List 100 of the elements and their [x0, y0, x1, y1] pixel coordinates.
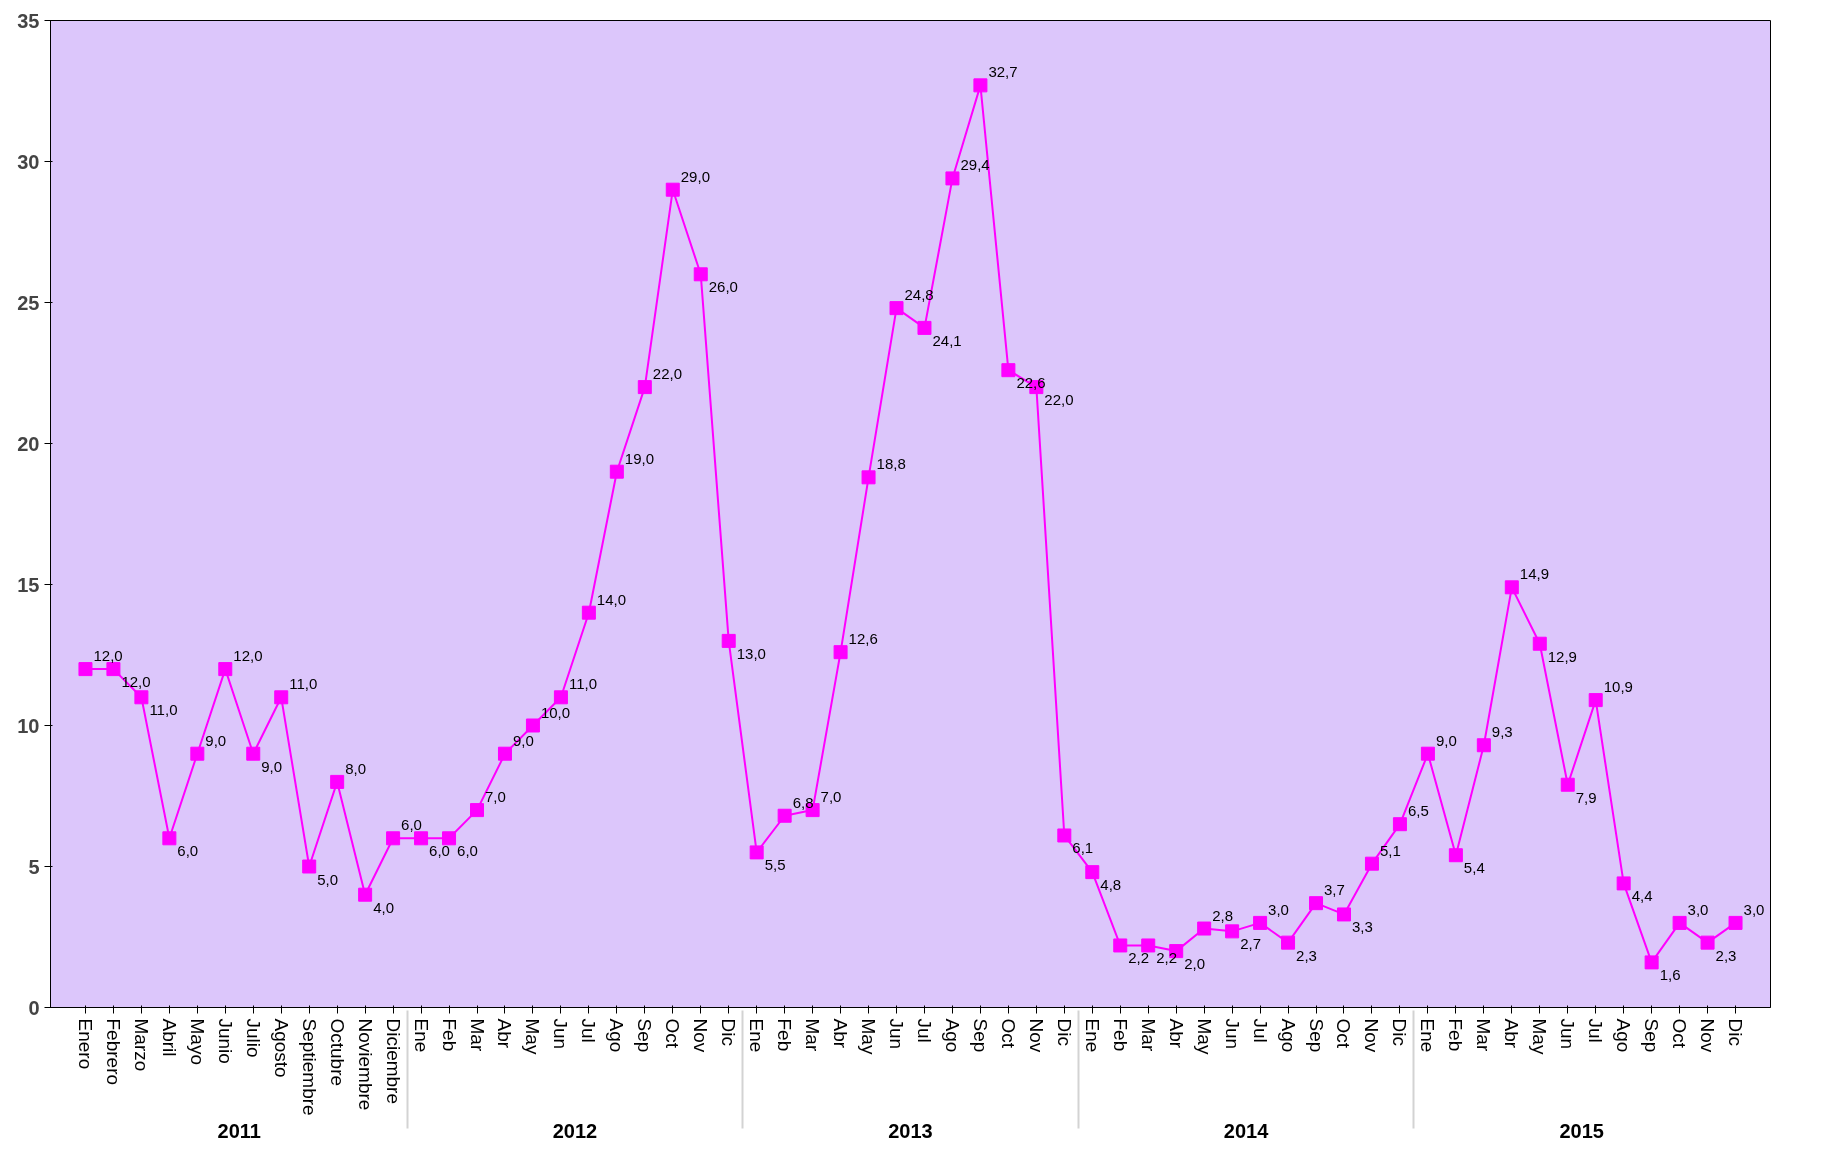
x-tick-label: Jul	[1249, 1018, 1271, 1043]
point	[609, 464, 624, 479]
point	[330, 774, 345, 789]
point	[917, 320, 932, 335]
point	[721, 633, 736, 648]
x-tick-label: Nov	[1025, 1018, 1047, 1053]
data-label: 2,3	[1296, 946, 1317, 964]
data-label: 7,0	[820, 788, 842, 806]
text: 2015	[1559, 1119, 1604, 1142]
data-label: 6,5	[1407, 802, 1429, 820]
point	[945, 171, 960, 186]
point	[442, 831, 457, 846]
data-label: 32,7	[988, 63, 1018, 81]
data-label: 22,0	[652, 365, 683, 383]
x-tick-label: Ene	[410, 1018, 432, 1053]
x-tick-label: Jul	[913, 1018, 935, 1043]
x-tick-label: Feb	[1109, 1018, 1131, 1052]
point	[1532, 636, 1547, 651]
data-label: 13,0	[736, 644, 766, 662]
x-tick-label: Oct	[1333, 1018, 1355, 1049]
data-label: 12,0	[93, 647, 123, 665]
point	[358, 887, 373, 902]
x-tick-label: Mar	[466, 1018, 488, 1052]
point	[889, 301, 904, 316]
point	[637, 380, 652, 395]
data-label: 11,0	[289, 675, 318, 693]
y-tick-label: 15	[17, 573, 40, 596]
y-tick-label: 25	[17, 291, 40, 314]
x-tick-label: Oct	[997, 1018, 1019, 1049]
data-label: 6,0	[457, 842, 478, 860]
x-tick-label: Sep	[969, 1018, 991, 1053]
data-label: 18,8	[876, 455, 906, 473]
data-label: 19,0	[624, 449, 655, 467]
x-tick-label: Sep	[634, 1018, 656, 1053]
y-tick-label: 0	[28, 996, 40, 1019]
data-label: 2,7	[1240, 935, 1261, 953]
point	[1504, 580, 1519, 595]
point	[302, 859, 317, 874]
x-tick-label: May	[1193, 1018, 1215, 1055]
data-label: 6,8	[792, 793, 814, 811]
point	[1476, 738, 1491, 753]
point	[414, 831, 429, 846]
data-label: 3,0	[1687, 900, 1709, 918]
data-label: 3,0	[1743, 900, 1765, 918]
point	[1337, 907, 1351, 922]
point	[1420, 746, 1435, 761]
data-label: 7,9	[1575, 788, 1597, 806]
x-tick-label: Junio	[214, 1018, 236, 1064]
data-label: 22,6	[1016, 374, 1046, 392]
data-label: 6,0	[429, 842, 450, 860]
point	[218, 662, 233, 677]
x-tick-label: Ago	[1613, 1018, 1635, 1053]
point	[1644, 955, 1659, 970]
point	[1057, 828, 1072, 843]
data-label: 4,4	[1631, 887, 1653, 905]
data-label: 9,0	[205, 731, 227, 749]
x-tick-label: Ago	[606, 1018, 628, 1053]
x-tick-label: Diciembre	[382, 1018, 404, 1105]
point	[693, 267, 708, 282]
x-tick-label: Febrero	[102, 1018, 124, 1086]
point	[497, 746, 512, 761]
x-tick-label: Jun	[1557, 1018, 1579, 1050]
point	[1225, 924, 1240, 939]
data-label: 2,2	[1128, 949, 1150, 967]
x-tick-label: Feb	[774, 1018, 796, 1052]
point	[1700, 935, 1715, 950]
point	[1197, 921, 1212, 936]
point	[134, 690, 149, 705]
x-tick-label: Dic	[1389, 1018, 1411, 1046]
point	[833, 645, 848, 660]
x-tick-label: May	[858, 1018, 880, 1055]
x-tick-label: Oct	[1669, 1018, 1691, 1049]
x-tick-label: Nov	[690, 1018, 712, 1053]
data-label: 2,8	[1212, 906, 1234, 924]
x-tick-label: Octubre	[326, 1018, 348, 1087]
data-label: 12,9	[1547, 647, 1577, 665]
x-tick-label: Nov	[1697, 1018, 1719, 1053]
x-tick-label: Feb	[438, 1018, 460, 1052]
x-tick-label: Oct	[662, 1018, 684, 1049]
x-tick-label: Noviembre	[354, 1018, 376, 1111]
text: 2011	[217, 1119, 261, 1142]
data-label: 1,6	[1659, 966, 1681, 984]
text: 2014	[1223, 1119, 1270, 1142]
x-tick-label: Enero	[74, 1018, 96, 1070]
point	[861, 470, 876, 485]
x-tick-label: Feb	[1445, 1018, 1467, 1052]
data-label: 5,1	[1379, 841, 1401, 859]
data-label: 12,6	[848, 630, 878, 648]
data-label: 14,0	[596, 590, 627, 608]
point	[553, 690, 568, 705]
point	[1001, 363, 1016, 378]
point	[190, 746, 205, 761]
data-label: 4,0	[373, 898, 394, 916]
x-tick-label: Dic	[1053, 1018, 1075, 1046]
x-tick-label: Dic	[718, 1018, 740, 1046]
x-tick-label: Jul	[578, 1018, 600, 1043]
point	[1616, 876, 1631, 891]
x-tick-label: Dic	[1725, 1018, 1747, 1046]
data-label: 9,0	[261, 757, 283, 775]
y-tick-label: 20	[17, 432, 40, 455]
